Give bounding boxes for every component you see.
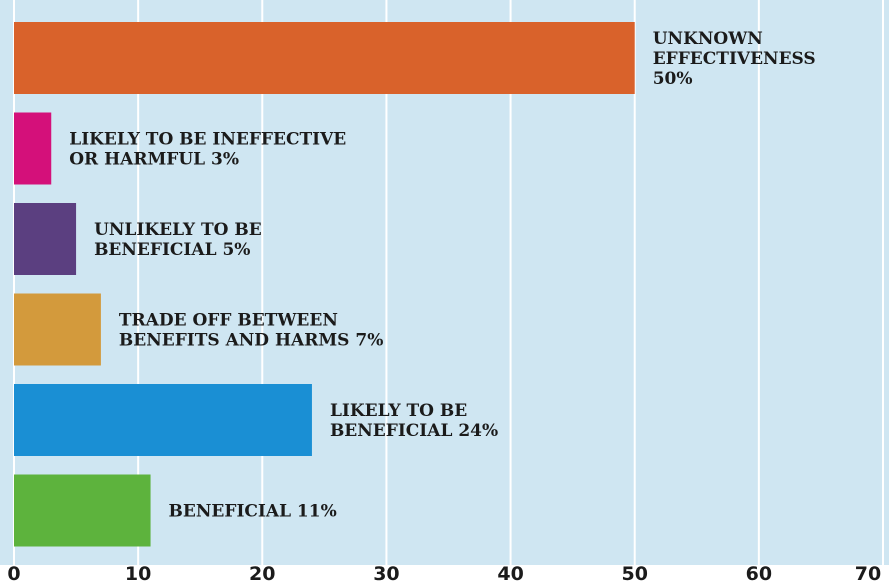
- x-tick-label: 10: [125, 563, 151, 584]
- bar-label-line: UNLIKELY TO BE: [94, 220, 262, 240]
- x-tick-label: 70: [855, 563, 881, 584]
- bar-label: UNLIKELY TO BE BENEFICIAL 5%: [94, 220, 262, 260]
- bar-label: UNKNOWN EFFECTIVENESS 50%: [653, 29, 816, 89]
- x-tick-label: 40: [497, 563, 523, 584]
- bar: [14, 112, 52, 185]
- bar: [14, 203, 77, 275]
- bar-label-line: BENEFICIAL 5%: [94, 240, 250, 260]
- bar: [14, 293, 101, 366]
- bar-label-line: BENEFICIAL 11%: [169, 502, 337, 522]
- x-tick-label: 50: [621, 563, 647, 584]
- bar-label-line: UNKNOWN: [653, 29, 763, 49]
- bar-label-line: LIKELY TO BE: [330, 401, 467, 421]
- x-tick-label: 60: [746, 563, 772, 584]
- x-tick-label: 30: [373, 563, 399, 584]
- bar-labels: UNKNOWN EFFECTIVENESS 50% LIKELY TO BE INEF…: [69, 29, 815, 522]
- bar-label: LIKELY TO BE BENEFICIAL 24%: [330, 401, 498, 441]
- x-tick-label: 0: [7, 563, 20, 584]
- bar: [14, 22, 635, 94]
- bars: [14, 22, 635, 547]
- bar-label-line: 50%: [653, 69, 693, 89]
- bar-label-line: OR HARMFUL 3%: [69, 150, 239, 170]
- plot-background: [0, 0, 889, 565]
- bar: [14, 384, 312, 456]
- bar-label-line: EFFECTIVENESS: [653, 49, 816, 69]
- bar-label-line: TRADE OFF BETWEEN: [119, 311, 338, 331]
- x-axis-ticks: 0 10 20 30 40 50 60 70: [7, 563, 881, 584]
- bar-label: TRADE OFF BETWEEN BENEFITS AND HARMS 7%: [119, 311, 383, 351]
- bar-label: BENEFICIAL 11%: [169, 502, 337, 522]
- x-tick-label: 20: [249, 563, 275, 584]
- bar-label-line: LIKELY TO BE INEFFECTIVE: [69, 130, 346, 150]
- bar-label-line: BENEFITS AND HARMS 7%: [119, 331, 383, 351]
- bar-label: LIKELY TO BE INEFFECTIVE OR HARMFUL 3%: [69, 130, 346, 170]
- bar: [14, 474, 151, 547]
- grid-lines: [13, 0, 884, 565]
- bar-label-line: BENEFICIAL 24%: [330, 421, 498, 441]
